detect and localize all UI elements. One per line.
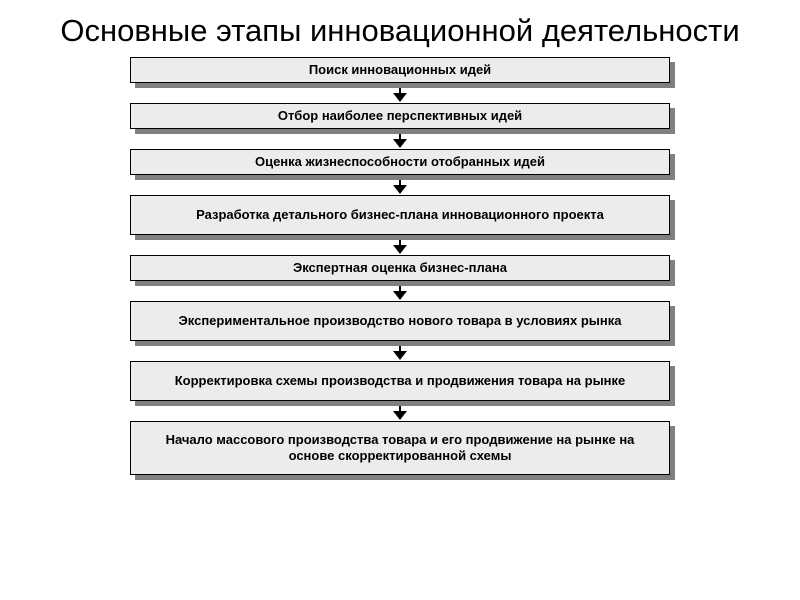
flow-step-label: Оценка жизнеспособности отобранных идей	[255, 154, 545, 170]
flow-step-box: Разработка детального бизнес-плана иннов…	[130, 195, 670, 235]
flow-step-box: Оценка жизнеспособности отобранных идей	[130, 149, 670, 175]
arrow-head-icon	[393, 93, 407, 102]
arrow-head-icon	[393, 245, 407, 254]
flow-step: Отбор наиболее перспективных идей	[130, 103, 670, 129]
flow-step: Корректировка схемы производства и продв…	[130, 361, 670, 401]
flow-step-box: Экспертная оценка бизнес-плана	[130, 255, 670, 281]
page-title: Основные этапы инновационной деятельност…	[0, 0, 800, 57]
flow-step: Оценка жизнеспособности отобранных идей	[130, 149, 670, 175]
flow-step: Экспериментальное производство нового то…	[130, 301, 670, 341]
flow-step-box: Корректировка схемы производства и продв…	[130, 361, 670, 401]
flow-step-box: Экспериментальное производство нового то…	[130, 301, 670, 341]
flow-step-box: Начало массового производства товара и е…	[130, 421, 670, 475]
arrow-head-icon	[393, 351, 407, 360]
flow-step-label: Экспертная оценка бизнес-плана	[293, 260, 507, 276]
flow-step: Разработка детального бизнес-плана иннов…	[130, 195, 670, 235]
flow-step: Экспертная оценка бизнес-плана	[130, 255, 670, 281]
flow-step-label: Экспериментальное производство нового то…	[179, 313, 622, 329]
flow-step-box: Отбор наиболее перспективных идей	[130, 103, 670, 129]
arrow-head-icon	[393, 185, 407, 194]
arrow-head-icon	[393, 139, 407, 148]
flow-step-label: Отбор наиболее перспективных идей	[278, 108, 522, 124]
arrow-head-icon	[393, 411, 407, 420]
flow-step: Начало массового производства товара и е…	[130, 421, 670, 475]
flow-step-label: Корректировка схемы производства и продв…	[175, 373, 626, 389]
flow-step-label: Поиск инновационных идей	[309, 62, 491, 78]
flow-step: Поиск инновационных идей	[130, 57, 670, 83]
arrow-head-icon	[393, 291, 407, 300]
flow-step-label: Разработка детального бизнес-плана иннов…	[196, 207, 604, 223]
flow-step-label: Начало массового производства товара и е…	[145, 432, 655, 465]
flow-step-box: Поиск инновационных идей	[130, 57, 670, 83]
flowchart: Поиск инновационных идей Отбор наиболее п…	[0, 57, 800, 475]
